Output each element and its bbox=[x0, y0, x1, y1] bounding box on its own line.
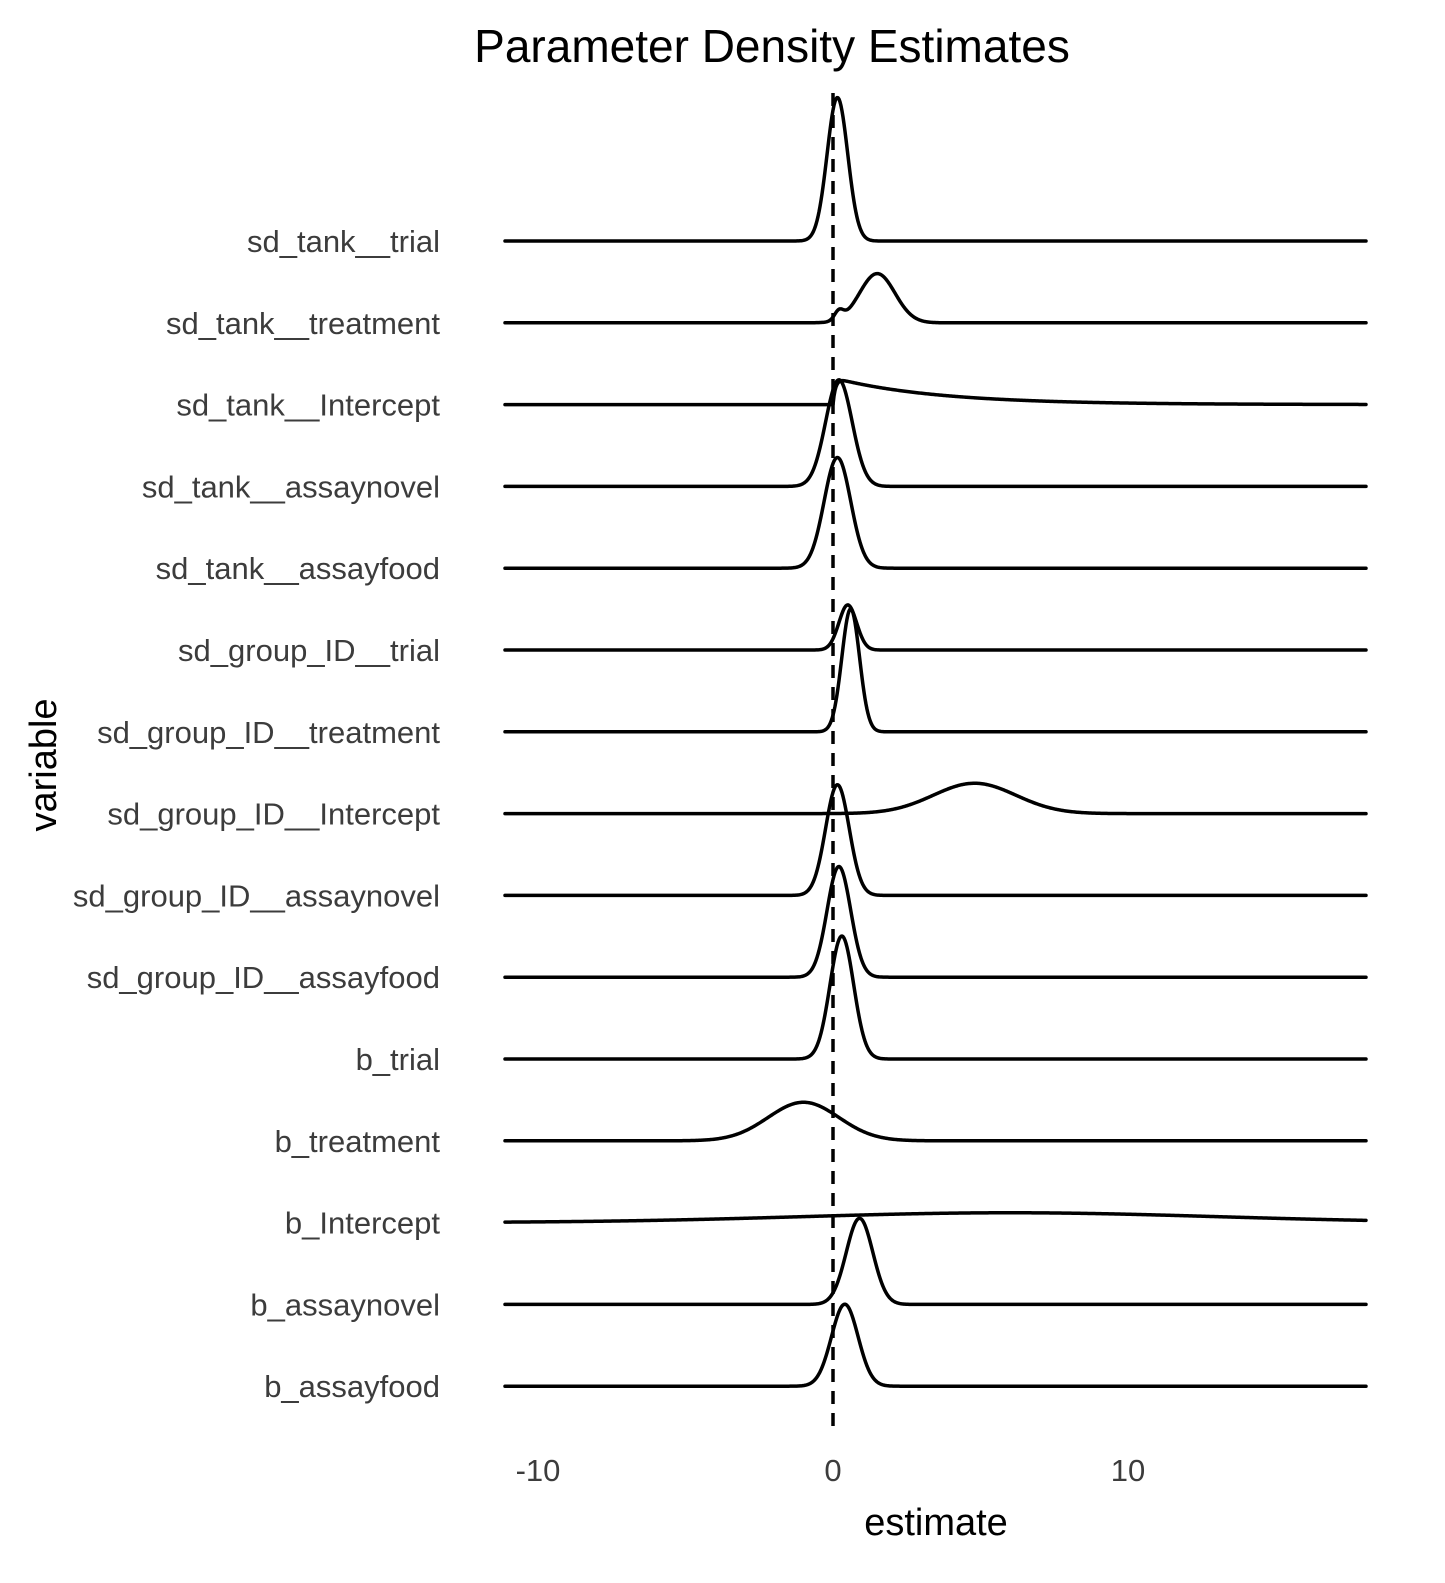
ridge-sd_group_ID__assaynovel bbox=[503, 783, 1368, 898]
y-axis-title: variable bbox=[23, 698, 65, 831]
y-label-b_Intercept: b_Intercept bbox=[285, 1206, 440, 1241]
ridge-sd_tank__trial bbox=[503, 95, 1368, 243]
ridge-sd_group_ID__assayfood bbox=[503, 864, 1368, 979]
y-label-sd_group_ID__treatment: sd_group_ID__treatment bbox=[97, 715, 440, 750]
y-label-sd_tank__assayfood: sd_tank__assayfood bbox=[156, 551, 440, 586]
x-tick-label: -10 bbox=[516, 1453, 561, 1488]
y-label-sd_tank__treatment: sd_tank__treatment bbox=[166, 306, 440, 341]
ridge-sd_tank__assaynovel bbox=[503, 378, 1368, 489]
ridge-sd_tank__treatment bbox=[503, 271, 1368, 325]
chart-title: Parameter Density Estimates bbox=[474, 20, 1070, 72]
y-label-sd_group_ID__Intercept: sd_group_ID__Intercept bbox=[107, 797, 440, 832]
y-tick-labels: sd_tank__trial sd_tank__treatment sd_tank_… bbox=[73, 224, 440, 1404]
y-label-sd_group_ID__assaynovel: sd_group_ID__assaynovel bbox=[73, 878, 440, 913]
ridges-group bbox=[503, 95, 1368, 1388]
ridge-sd_tank__assayfood bbox=[503, 455, 1368, 570]
y-label-b_assayfood: b_assayfood bbox=[264, 1369, 440, 1404]
ridge-sd_group_ID__treatment bbox=[503, 607, 1368, 734]
x-tick-labels: -10 0 10 bbox=[516, 1453, 1146, 1488]
ridge-b_trial bbox=[503, 934, 1368, 1061]
ridge-sd_group_ID__Intercept bbox=[503, 781, 1368, 816]
ridge-b_Intercept bbox=[503, 1211, 1368, 1224]
y-label-sd_tank__assaynovel: sd_tank__assaynovel bbox=[142, 469, 440, 504]
ridge-sd_tank__Intercept bbox=[503, 378, 1368, 407]
y-label-b_treatment: b_treatment bbox=[275, 1124, 441, 1159]
x-axis-title: estimate bbox=[864, 1502, 1008, 1544]
ridge-b_treatment bbox=[503, 1100, 1368, 1143]
x-tick-label: 0 bbox=[824, 1453, 841, 1488]
x-tick-label: 10 bbox=[1111, 1453, 1145, 1488]
y-label-sd_tank__trial: sd_tank__trial bbox=[247, 224, 440, 259]
y-label-b_assaynovel: b_assaynovel bbox=[250, 1287, 440, 1322]
ridge-sd_group_ID__trial bbox=[503, 603, 1368, 652]
y-label-sd_tank__Intercept: sd_tank__Intercept bbox=[176, 388, 440, 423]
ridge-b_assayfood bbox=[503, 1302, 1368, 1388]
y-label-b_trial: b_trial bbox=[356, 1042, 440, 1077]
y-label-sd_group_ID__trial: sd_group_ID__trial bbox=[178, 633, 440, 668]
ridge-b_assaynovel bbox=[503, 1216, 1368, 1307]
y-label-sd_group_ID__assayfood: sd_group_ID__assayfood bbox=[87, 960, 440, 995]
